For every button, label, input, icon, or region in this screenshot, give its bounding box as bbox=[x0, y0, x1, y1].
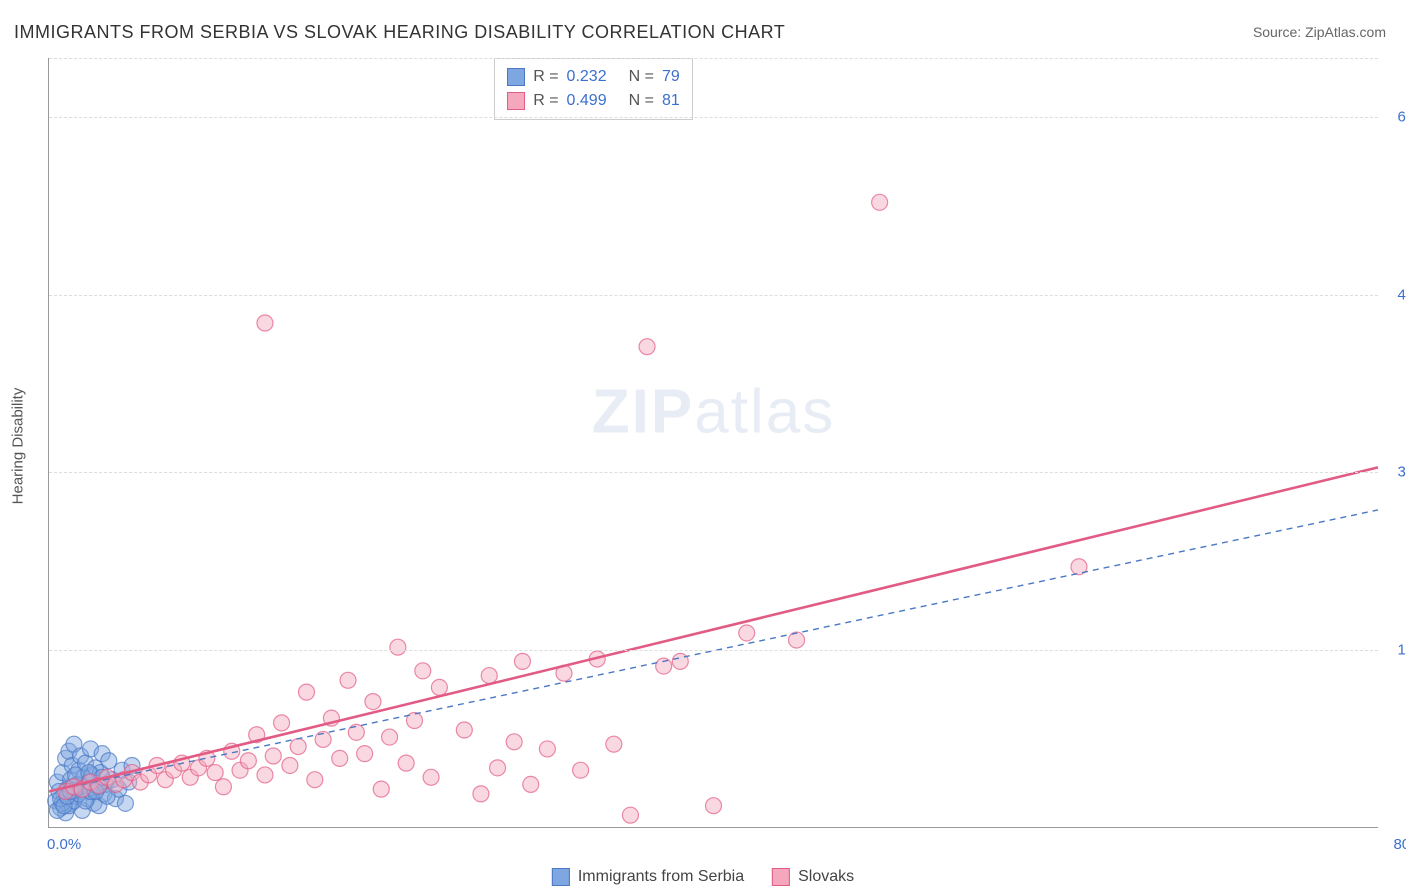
scatter-point bbox=[656, 658, 672, 674]
legend-item: Slovaks bbox=[772, 868, 854, 886]
legend-swatch bbox=[552, 868, 570, 886]
plot-area: ZIPatlas R =0.232N =79R =0.499N =81 15.0… bbox=[48, 58, 1378, 828]
scatter-point bbox=[101, 753, 117, 769]
scatter-point bbox=[298, 684, 314, 700]
scatter-point bbox=[523, 776, 539, 792]
scatter-point bbox=[340, 672, 356, 688]
x-tick-label: 0.0% bbox=[47, 836, 81, 853]
stat-label-r: R = bbox=[533, 65, 558, 89]
scatter-point bbox=[365, 694, 381, 710]
scatter-point bbox=[606, 736, 622, 752]
scatter-point bbox=[706, 798, 722, 814]
scatter-point bbox=[390, 639, 406, 655]
chart-canvas bbox=[49, 58, 1378, 827]
scatter-point bbox=[290, 739, 306, 755]
source-label: Source: ZipAtlas.com bbox=[1253, 24, 1386, 40]
stat-value-n: 79 bbox=[662, 65, 680, 89]
y-tick-label: 15.0% bbox=[1384, 641, 1406, 658]
trend-line bbox=[49, 510, 1378, 792]
scatter-point bbox=[257, 315, 273, 331]
scatter-point bbox=[257, 767, 273, 783]
scatter-point bbox=[789, 632, 805, 648]
scatter-point bbox=[739, 625, 755, 641]
legend-swatch bbox=[772, 868, 790, 886]
stat-label-r: R = bbox=[533, 89, 558, 113]
scatter-point bbox=[373, 781, 389, 797]
scatter-point bbox=[622, 807, 638, 823]
correlation-stats-box: R = 0.232 N = 79 R = 0.499 N = 81 bbox=[494, 58, 693, 120]
scatter-point bbox=[481, 668, 497, 684]
x-legend: Immigrants from Serbia Slovaks bbox=[552, 868, 854, 886]
gridline bbox=[49, 650, 1378, 651]
y-tick-label: 60.0% bbox=[1384, 109, 1406, 126]
y-tick-label: 45.0% bbox=[1384, 286, 1406, 303]
legend-item: Immigrants from Serbia bbox=[552, 868, 744, 886]
scatter-point bbox=[672, 653, 688, 669]
scatter-point bbox=[456, 722, 472, 738]
scatter-point bbox=[573, 762, 589, 778]
x-tick-label: 80.0% bbox=[1393, 836, 1406, 853]
stats-row: R = 0.232 N = 79 bbox=[507, 65, 680, 89]
stat-label-n: N = bbox=[629, 89, 654, 113]
scatter-point bbox=[639, 339, 655, 355]
scatter-point bbox=[240, 753, 256, 769]
stat-value-n: 81 bbox=[662, 89, 680, 113]
scatter-point bbox=[539, 741, 555, 757]
stat-value-r: 0.232 bbox=[567, 65, 607, 89]
scatter-point bbox=[207, 765, 223, 781]
gridline bbox=[49, 472, 1378, 473]
scatter-point bbox=[117, 795, 133, 811]
stats-row: R = 0.499 N = 81 bbox=[507, 89, 680, 113]
scatter-point bbox=[431, 679, 447, 695]
scatter-point bbox=[382, 729, 398, 745]
y-axis-label: Hearing Disability bbox=[10, 388, 27, 505]
gridline bbox=[49, 58, 1378, 59]
y-tick-label: 30.0% bbox=[1384, 464, 1406, 481]
scatter-point bbox=[506, 734, 522, 750]
trend-line bbox=[49, 467, 1378, 791]
scatter-point bbox=[265, 748, 281, 764]
gridline bbox=[49, 295, 1378, 296]
scatter-point bbox=[473, 786, 489, 802]
stat-value-r: 0.499 bbox=[567, 89, 607, 113]
scatter-point bbox=[215, 779, 231, 795]
scatter-point bbox=[514, 653, 530, 669]
scatter-point bbox=[423, 769, 439, 785]
scatter-point bbox=[282, 757, 298, 773]
scatter-point bbox=[490, 760, 506, 776]
stat-label-n: N = bbox=[629, 65, 654, 89]
scatter-point bbox=[398, 755, 414, 771]
series-swatch bbox=[507, 92, 525, 110]
series-swatch bbox=[507, 68, 525, 86]
legend-label: Immigrants from Serbia bbox=[578, 868, 744, 886]
scatter-point bbox=[307, 772, 323, 788]
legend-label: Slovaks bbox=[798, 868, 854, 886]
gridline bbox=[49, 117, 1378, 118]
scatter-point bbox=[872, 194, 888, 210]
scatter-point bbox=[357, 746, 373, 762]
scatter-point bbox=[332, 750, 348, 766]
scatter-point bbox=[415, 663, 431, 679]
scatter-point bbox=[348, 724, 364, 740]
chart-title: IMMIGRANTS FROM SERBIA VS SLOVAK HEARING… bbox=[14, 22, 785, 43]
scatter-point bbox=[274, 715, 290, 731]
